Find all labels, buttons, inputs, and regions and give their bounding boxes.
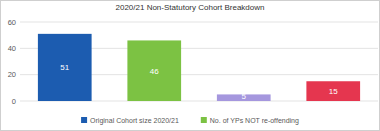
y-tick-label: 60 bbox=[8, 18, 16, 27]
y-tick-label: 0 bbox=[12, 97, 16, 106]
legend-swatch bbox=[201, 117, 207, 123]
chart-svg: 2020/21 Non-Statutory Cohort Breakdown 0 2… bbox=[0, 0, 380, 131]
legend-label: No. of YPs NOT re-offending bbox=[210, 117, 299, 125]
legend-swatch bbox=[81, 117, 87, 123]
bar bbox=[127, 40, 181, 101]
legend-item: Original Cohort size 2020/21 bbox=[81, 117, 179, 125]
data-label: 51 bbox=[60, 63, 69, 72]
bar bbox=[38, 34, 92, 101]
legend: Original Cohort size 2020/21 No. of YPs N… bbox=[81, 117, 299, 125]
bar bbox=[306, 81, 360, 101]
data-labels: 51 46 5 15 bbox=[60, 63, 338, 101]
data-label: 46 bbox=[150, 67, 159, 76]
data-label: 5 bbox=[242, 92, 247, 101]
grid bbox=[20, 22, 378, 101]
chart-container: 2020/21 Non-Statutory Cohort Breakdown 0 2… bbox=[0, 0, 380, 131]
legend-item: No. of YPs NOT re-offending bbox=[201, 117, 299, 125]
y-tick-label: 20 bbox=[8, 70, 16, 79]
legend-label: Original Cohort size 2020/21 bbox=[90, 117, 179, 125]
bars bbox=[38, 34, 360, 101]
chart-title: 2020/21 Non-Statutory Cohort Breakdown bbox=[116, 3, 265, 12]
data-label: 15 bbox=[329, 87, 338, 96]
grid-line bbox=[20, 22, 378, 23]
chart-frame bbox=[1, 1, 380, 131]
y-tick-label: 40 bbox=[8, 44, 16, 53]
